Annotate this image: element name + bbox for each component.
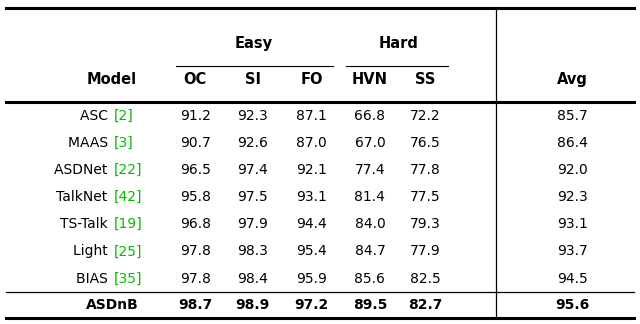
- Text: ASDnB: ASDnB: [86, 298, 138, 312]
- Text: 97.8: 97.8: [180, 272, 211, 286]
- Text: 97.4: 97.4: [237, 163, 268, 177]
- Text: 91.2: 91.2: [180, 109, 211, 123]
- Text: 76.5: 76.5: [410, 136, 441, 150]
- Text: 87.0: 87.0: [296, 136, 327, 150]
- Text: 97.5: 97.5: [237, 190, 268, 204]
- Text: Light: Light: [73, 245, 112, 259]
- Text: 95.8: 95.8: [180, 190, 211, 204]
- Text: 96.8: 96.8: [180, 217, 211, 231]
- Text: 98.3: 98.3: [237, 245, 268, 259]
- Text: 94.4: 94.4: [296, 217, 327, 231]
- Text: FO: FO: [300, 72, 323, 87]
- Text: Avg: Avg: [557, 72, 588, 87]
- Text: [35]: [35]: [113, 272, 142, 286]
- Text: 77.4: 77.4: [355, 163, 385, 177]
- Text: 77.5: 77.5: [410, 190, 441, 204]
- Text: 97.9: 97.9: [237, 217, 268, 231]
- Text: 87.1: 87.1: [296, 109, 327, 123]
- Text: 77.8: 77.8: [410, 163, 441, 177]
- Text: ASC: ASC: [79, 109, 112, 123]
- Text: 85.7: 85.7: [557, 109, 588, 123]
- Text: BIAS: BIAS: [76, 272, 112, 286]
- Text: 66.8: 66.8: [355, 109, 385, 123]
- Text: TalkNet: TalkNet: [56, 190, 112, 204]
- Text: 93.1: 93.1: [557, 217, 588, 231]
- Text: 97.2: 97.2: [294, 298, 329, 312]
- Text: SI: SI: [245, 72, 261, 87]
- Text: 84.7: 84.7: [355, 245, 385, 259]
- Text: 92.3: 92.3: [557, 190, 588, 204]
- Text: 81.4: 81.4: [355, 190, 385, 204]
- Text: 92.3: 92.3: [237, 109, 268, 123]
- Text: [22]: [22]: [113, 163, 142, 177]
- Text: [42]: [42]: [113, 190, 142, 204]
- Text: 92.1: 92.1: [296, 163, 327, 177]
- Text: 96.5: 96.5: [180, 163, 211, 177]
- Text: 97.8: 97.8: [180, 245, 211, 259]
- Text: 94.5: 94.5: [557, 272, 588, 286]
- Text: Model: Model: [87, 72, 137, 87]
- Text: 84.0: 84.0: [355, 217, 385, 231]
- Text: [25]: [25]: [113, 245, 142, 259]
- Text: OC: OC: [184, 72, 207, 87]
- Text: 67.0: 67.0: [355, 136, 385, 150]
- Text: 89.5: 89.5: [353, 298, 387, 312]
- Text: [2]: [2]: [113, 109, 133, 123]
- Text: 90.7: 90.7: [180, 136, 211, 150]
- Text: SS: SS: [415, 72, 436, 87]
- Text: [3]: [3]: [113, 136, 133, 150]
- Text: 95.9: 95.9: [296, 272, 327, 286]
- Text: TS-Talk: TS-Talk: [60, 217, 112, 231]
- Text: 92.0: 92.0: [557, 163, 588, 177]
- Text: 72.2: 72.2: [410, 109, 441, 123]
- Text: [19]: [19]: [113, 217, 142, 231]
- Text: ASDNet: ASDNet: [54, 163, 112, 177]
- Text: 86.4: 86.4: [557, 136, 588, 150]
- Text: Hard: Hard: [378, 36, 418, 51]
- Text: 77.9: 77.9: [410, 245, 441, 259]
- Text: 92.6: 92.6: [237, 136, 268, 150]
- Text: HVN: HVN: [352, 72, 388, 87]
- Text: 82.5: 82.5: [410, 272, 441, 286]
- Text: 98.4: 98.4: [237, 272, 268, 286]
- Text: 82.7: 82.7: [408, 298, 443, 312]
- Text: MAAS: MAAS: [67, 136, 112, 150]
- Text: 79.3: 79.3: [410, 217, 441, 231]
- Text: 98.9: 98.9: [236, 298, 270, 312]
- Text: 93.7: 93.7: [557, 245, 588, 259]
- Text: 93.1: 93.1: [296, 190, 327, 204]
- Text: 95.4: 95.4: [296, 245, 327, 259]
- Text: 85.6: 85.6: [355, 272, 385, 286]
- Text: 98.7: 98.7: [178, 298, 212, 312]
- Text: Easy: Easy: [234, 36, 273, 51]
- Text: 95.6: 95.6: [556, 298, 590, 312]
